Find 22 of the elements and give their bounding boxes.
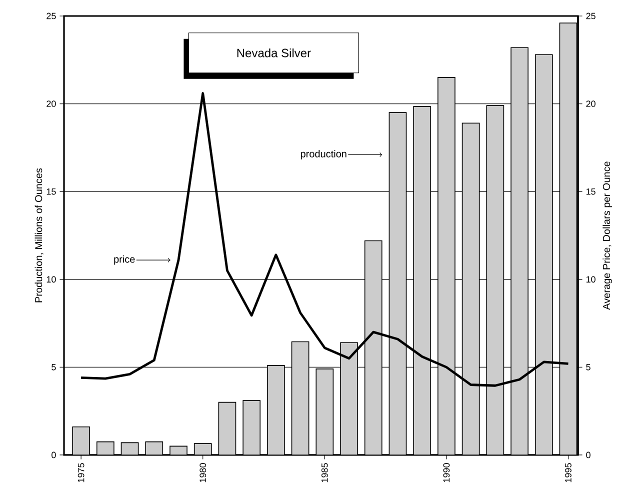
y-tick-label: 0 bbox=[52, 452, 56, 458]
y2-tick-label: 15 bbox=[586, 188, 596, 195]
y-tick-label: 5 bbox=[52, 364, 56, 370]
y2-tick-label: 10 bbox=[586, 276, 596, 283]
x-tick-label: 1975 bbox=[78, 463, 84, 482]
y2-tick-label: 20 bbox=[586, 100, 596, 107]
y-tick-label: 15 bbox=[46, 188, 56, 195]
y2-axis-title: Average Price, Dollars per Ounce bbox=[602, 162, 612, 310]
x-tick-label: 1990 bbox=[443, 463, 450, 482]
y-axis-title: Production, Millions of Ounces bbox=[34, 168, 44, 302]
annotation: production bbox=[300, 150, 346, 160]
y2-tick-label: 25 bbox=[586, 12, 596, 20]
y-tick-label: 20 bbox=[46, 100, 56, 107]
x-tick-label: 1985 bbox=[321, 463, 328, 482]
x-tick-label: 1980 bbox=[200, 463, 206, 482]
text: Nevada Silver bbox=[237, 48, 311, 58]
y-tick-label: 25 bbox=[46, 12, 56, 20]
annotation: price bbox=[114, 255, 135, 265]
y-tick-label: 10 bbox=[46, 276, 56, 283]
x-tick-label: 1995 bbox=[565, 463, 572, 482]
y2-tick-label: 0 bbox=[586, 452, 590, 458]
y2-tick-label: 5 bbox=[586, 364, 590, 370]
